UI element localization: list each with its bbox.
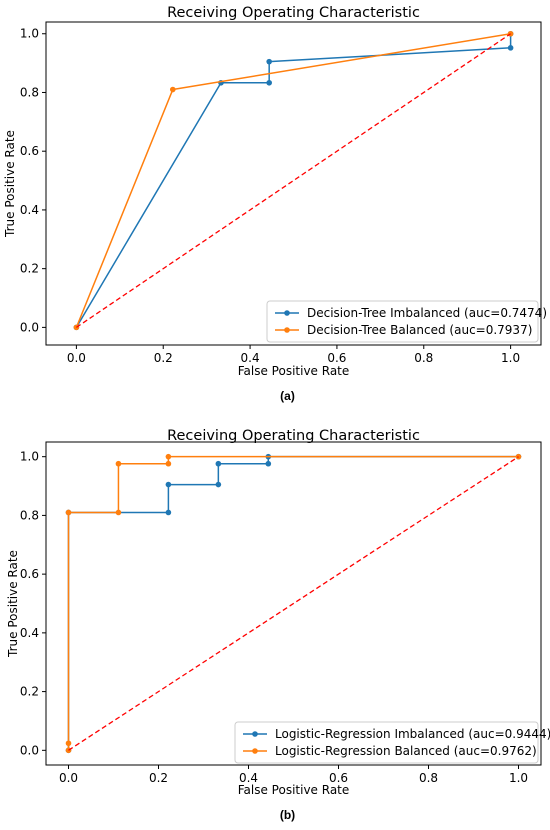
x-axis-label: False Positive Rate [238, 783, 350, 797]
legend-box [266, 300, 539, 343]
x-tick-label: 0.2 [154, 351, 173, 365]
x-tick-label: 0.8 [419, 771, 438, 785]
x-tick-label: 0.6 [327, 351, 346, 365]
plot-frame [45, 21, 542, 346]
data-point [115, 509, 122, 516]
y-tick-label: 0.8 [20, 85, 39, 99]
y-tick-label: 0.8 [20, 508, 39, 522]
y-tick-label: 0.2 [20, 262, 39, 276]
data-point [215, 481, 222, 488]
chart-panel-a: Receiving Operating Characteristic 0.0 0.2… [3, 5, 547, 403]
legend-swatch-marker [284, 310, 290, 316]
data-point [265, 460, 272, 467]
data-point [165, 509, 172, 516]
series-line-imbalanced [75, 33, 512, 328]
chart-panel-b: Receiving Operating Characteristic 0.0 0.2… [6, 428, 550, 822]
panel-label: (a) [280, 389, 295, 403]
series-line-balanced [75, 33, 511, 328]
y-tick-label: 0.0 [20, 320, 39, 334]
x-tick-label: 1.0 [501, 351, 520, 365]
data-point [165, 460, 172, 467]
chance-diagonal-line [68, 456, 519, 751]
data-point [165, 481, 172, 488]
x-tick-label: 0.6 [329, 771, 348, 785]
data-point [115, 460, 122, 467]
chart-title: Receiving Operating Characteristic [167, 428, 420, 444]
y-tick-label: 0.0 [20, 743, 39, 757]
y-tick-label: 0.6 [20, 567, 39, 581]
y-tick-label: 0.6 [20, 144, 39, 158]
data-point [65, 740, 72, 747]
legend: Decision-Tree Imbalanced (auc=0.7474) Dec… [266, 300, 547, 343]
x-tick-label: 0.4 [239, 771, 258, 785]
x-tick-label: 0.0 [59, 771, 78, 785]
plot-frame [45, 441, 542, 766]
chart-title: Receiving Operating Characteristic [167, 5, 420, 21]
y-tick-label: 1.0 [20, 27, 39, 41]
y-axis-label: True Positive Rate [3, 130, 17, 238]
x-tick-label: 0.0 [67, 351, 86, 365]
data-point [215, 460, 222, 467]
x-tick-label: 0.4 [241, 351, 260, 365]
x-tick-label: 0.8 [414, 351, 433, 365]
panel-label: (b) [280, 808, 295, 822]
data-point [507, 45, 514, 51]
legend: Logistic-Regression Imbalanced (auc=0.94… [234, 721, 550, 764]
legend-swatch-marker [252, 731, 258, 737]
y-tick-label: 0.2 [20, 685, 39, 699]
legend-entry-label: Decision-Tree Imbalanced (auc=0.7474) [307, 306, 547, 320]
x-tick-label: 1.0 [509, 771, 528, 785]
data-point [65, 509, 72, 516]
x-tick-label: 0.2 [149, 771, 168, 785]
legend-entry-label: Logistic-Regression Balanced (auc=0.9762… [275, 744, 537, 758]
y-tick-label: 0.4 [20, 203, 39, 217]
legend-entry-label: Logistic-Regression Imbalanced (auc=0.94… [275, 727, 550, 741]
chance-diagonal-line [76, 33, 511, 328]
legend-swatch-marker [252, 748, 258, 754]
data-point [266, 58, 272, 65]
data-point [165, 453, 172, 460]
data-point [266, 79, 272, 86]
x-axis-label: False Positive Rate [238, 364, 350, 378]
legend-swatch-marker [284, 327, 290, 333]
y-tick-label: 1.0 [20, 450, 39, 464]
data-point [169, 86, 176, 93]
legend-box [234, 721, 539, 764]
y-axis-label: True Positive Rate [6, 550, 20, 658]
legend-entry-label: Decision-Tree Balanced (auc=0.7937) [307, 323, 532, 337]
y-tick-label: 0.4 [20, 626, 39, 640]
